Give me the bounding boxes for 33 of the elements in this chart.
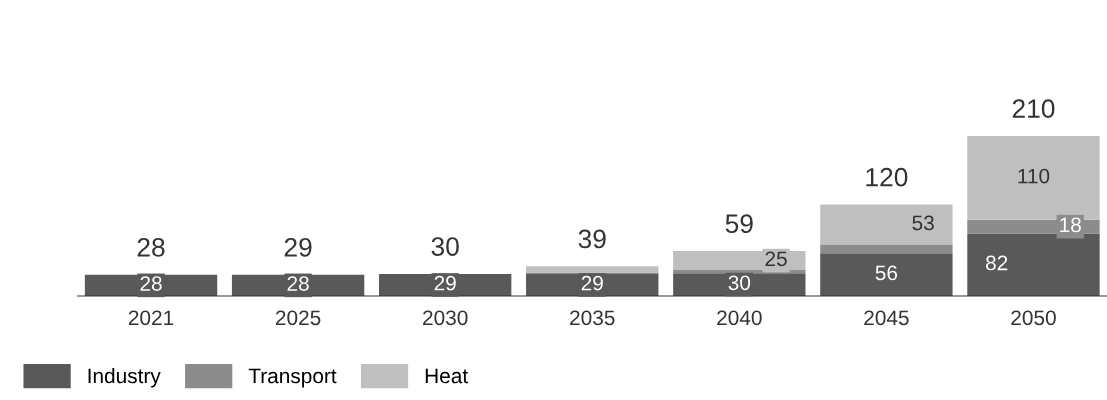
- x-tick-label: 2025: [275, 310, 321, 326]
- total-label: 120: [866, 167, 908, 187]
- data-label: 53: [912, 215, 934, 231]
- total-label: 29: [284, 237, 312, 257]
- bar: [820, 204, 953, 245]
- bar: [820, 253, 953, 296]
- x-tick-label: 2050: [1011, 310, 1056, 326]
- x-tick-label: 2035: [570, 310, 615, 326]
- data-label: 28: [287, 276, 309, 291]
- total-label: 39: [578, 229, 606, 249]
- total-label: 28: [137, 237, 165, 257]
- legend-label: Industry: [88, 367, 161, 388]
- bar: [967, 233, 1100, 296]
- data-label: 25: [765, 251, 787, 267]
- bar: [820, 244, 953, 254]
- total-label: 59: [725, 214, 753, 234]
- bar: [526, 266, 659, 273]
- data-label: 110: [1018, 168, 1050, 184]
- data-label: 30: [728, 275, 751, 291]
- x-tick-label: 2021: [128, 310, 174, 326]
- data-label: 18: [1060, 217, 1081, 233]
- total-label: 210: [1012, 99, 1055, 118]
- data-label: 56: [875, 265, 898, 281]
- x-tick-label: 2045: [864, 310, 909, 326]
- x-tick-label: 2040: [717, 310, 762, 326]
- legend-label: Heat: [425, 368, 468, 384]
- legend-label: Transport: [248, 368, 337, 388]
- data-label: 29: [581, 275, 603, 291]
- data-label: 28: [140, 276, 162, 291]
- x-tick-label: 2030: [423, 310, 468, 326]
- total-label: 30: [431, 237, 459, 256]
- data-label: 29: [434, 275, 456, 291]
- data-label: 82: [986, 255, 1008, 271]
